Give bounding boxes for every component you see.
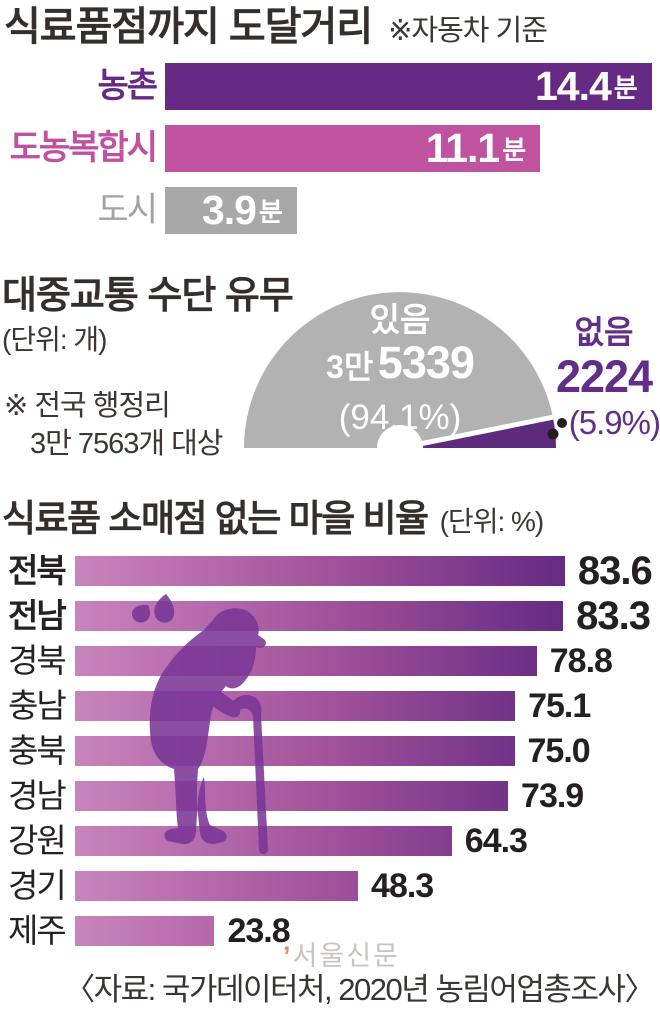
region-bar [75,736,515,766]
region-label: 전북 [8,552,67,589]
section2-title: 대중교통 수단 유무 [2,275,294,317]
watermark-text: 서울신문 [292,941,400,971]
region-bar [75,556,565,586]
region-row-jeonbuk: 전북 83.6 [0,549,660,593]
bar-city: 3.9 분 [165,187,297,234]
sweat-drop-large-icon [154,594,175,623]
watermark-tick: ’ [283,941,293,971]
region-label: 전남 [8,597,67,634]
region-row-gangwon: 강원 64.3 [0,822,660,860]
gauge-none-block: 없음 2224 (5.9%) [548,312,660,444]
region-label: 경남 [8,777,67,814]
region-value: 75.1 [528,686,591,725]
bar-value-rural: 14.4 [534,63,612,109]
region-label: 충남 [8,687,67,724]
region-label: 경기 [8,867,67,904]
villages-without-stores-section: 식료품 소매점 없는 마을 비율 (단위: %) 전북 83.6 전남 83.3 … [0,486,660,1009]
region-value: 48.3 [371,866,434,905]
section2-footnote-line1: ※ 전국 행정리 [4,390,171,422]
region-row-gyeonggi: 경기 48.3 [0,867,660,905]
section2-footnote-line2: 3만 7563개 대상 [30,428,223,460]
region-row-chungnam: 충남 75.1 [0,687,660,725]
bar-unit-rural: 분 [613,73,638,103]
gauge-have-percent: (94.1%) [338,398,462,437]
section1-title: 식료품점까지 도달거리 [4,5,373,49]
region-value: 64.3 [464,821,528,860]
bar-label-mixed-city: 도농복합시 [9,129,158,167]
section1-header: 식료품점까지 도달거리 ※자동차 기준 [4,0,548,52]
bar-label-city: 도시 [97,191,158,229]
gauge-none-value: 2224 [555,351,653,402]
gauge-none-label: 없음 [574,314,634,350]
bar-row-rural: 농촌 14.4 분 [0,63,660,110]
region-label: 충북 [8,732,67,769]
gauge-hole [377,425,423,450]
bar-unit-city: 분 [258,197,283,227]
bar-mixed-city: 11.1 분 [165,125,541,172]
section3-header: 식료품 소매점 없는 마을 비율 (단위: %) [2,488,545,542]
region-row-chungbuk: 충북 75.0 [0,732,660,770]
sweat-drop-small-icon [132,604,151,623]
region-bar [75,646,537,676]
bar-row-mixed-city: 도농복합시 11.1 분 [0,125,660,172]
region-label: 강원 [8,822,67,859]
region-bar [75,871,359,901]
gauge-none-percent: (5.9%) [568,404,660,441]
leader-dot-icon [556,418,567,428]
section1-note: ※자동차 기준 [388,15,548,47]
section2-unit-note: (단위: 개) [2,324,107,355]
region-row-jeonnam: 전남 83.3 [0,594,660,638]
region-value: 73.9 [521,776,584,815]
region-value: 83.6 [577,548,653,593]
region-value: 83.3 [576,593,651,638]
region-value: 75.0 [527,731,591,770]
newspaper-watermark: ’서울신문 [283,934,400,973]
bar-value-city: 3.9 [201,187,257,233]
cane-shape [229,694,268,855]
region-row-gyeongbuk: 경북 78.8 [0,642,660,680]
elderly-person-with-cane-icon [132,594,268,855]
gauge-have-label: 있음 [369,301,431,338]
region-value: 78.8 [549,641,613,680]
region-bar [75,781,509,811]
region-label: 경북 [8,642,67,679]
section3-title: 식료품 소매점 없는 마을 비율 [2,498,429,539]
gauge-have-value-number: 5339 [377,337,475,388]
bar-value-mixed-city: 11.1 [425,125,501,171]
gauge-pointer-dot [547,428,559,440]
bar-row-city: 도시 3.9 분 [0,187,660,234]
arm-shape [196,681,241,718]
gauge-have-value-prefix: 3만 [326,349,374,385]
transport-gauge-section: 대중교통 수단 유무 (단위: 개) ※ 전국 행정리 3만 7563개 대상 … [0,262,660,477]
region-value: 23.8 [227,911,290,950]
semicircle-gauge [244,292,559,450]
bent-body-shape [149,608,266,845]
gauge-have-value: 3만 5339 [240,340,560,397]
region-bar [75,691,516,721]
bar-rural: 14.4 분 [165,63,652,110]
region-label: 제주 [8,912,67,949]
gauge-divider-line [399,414,554,450]
region-bar-chart: 전북 83.6 전남 83.3 경북 78.8 충남 75.1 충북 [0,549,660,961]
distance-bar-chart: 농촌 14.4 분 도농복합시 11.1 분 도시 3.9 분 [0,63,660,249]
source-credit: 〈자료: 국가데이터처, 2020년 농림어업총조사〉 [64,972,655,1007]
gauge-have-block: 있음 3만 5339 (94.1%) [240,300,560,439]
gauge-none-percent-row: (5.9%) [548,402,660,444]
bar-label-rural: 농촌 [97,67,158,105]
gauge-arc-have [244,292,553,448]
region-bar [75,916,215,946]
region-row-gyeongnam: 경남 73.9 [0,777,660,815]
section3-unit-note: (단위: %) [439,506,545,537]
bar-unit-mixed-city: 분 [502,135,527,165]
region-row-jeju: 제주 23.8 [0,912,660,950]
